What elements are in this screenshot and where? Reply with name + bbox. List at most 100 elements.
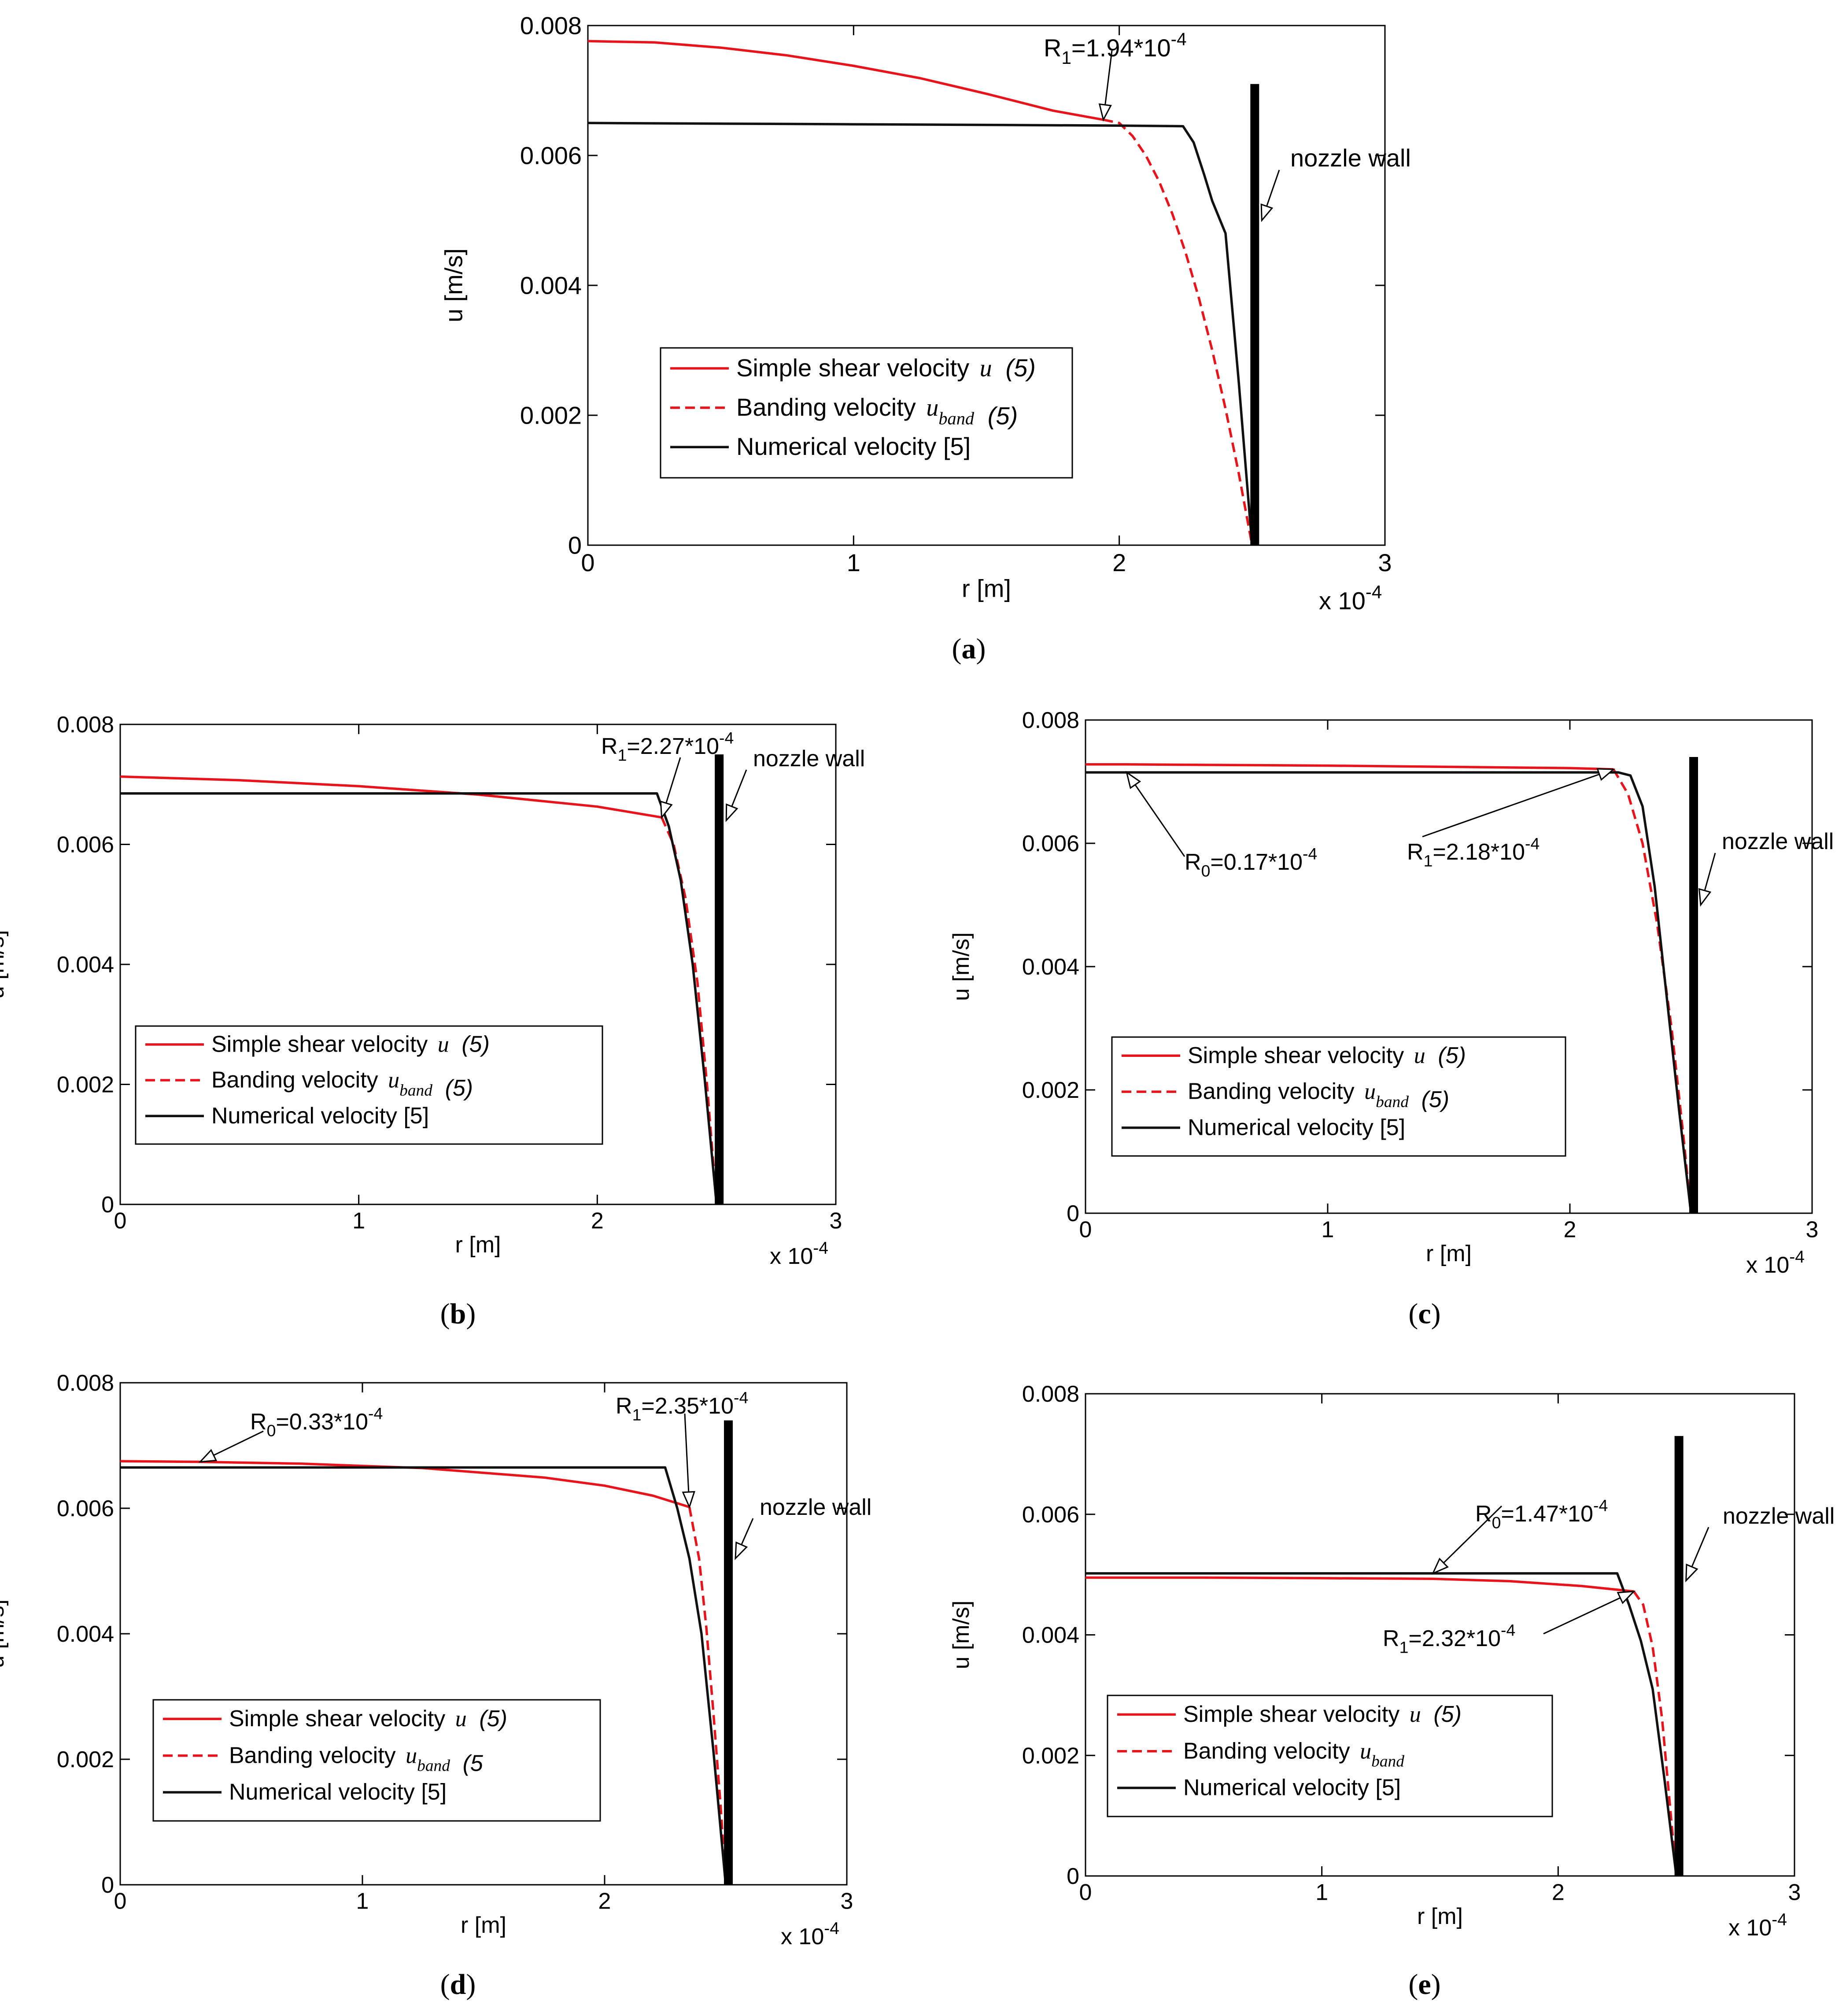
legend-suffix: (5) [1421, 1087, 1450, 1112]
panel-caption: (b) [440, 1298, 476, 1330]
panel-caption: (e) [1408, 1968, 1440, 2001]
y-tick-label: 0.002 [1022, 1743, 1079, 1769]
annotation-nozzle-wall: nozzle wall [1698, 829, 1834, 907]
x-multiplier: x 10-4 [770, 1239, 828, 1269]
legend-label: Simple shear velocity [736, 354, 976, 381]
annotation-base: R [1044, 34, 1061, 62]
annotation-arrow-head [725, 803, 738, 822]
y-tick-label: 0.004 [57, 1621, 114, 1647]
legend-entry: Numerical velocity [5] [211, 1103, 429, 1129]
legend-suffix: (5) [988, 402, 1018, 429]
legend-label: Numerical velocity [5] [211, 1103, 429, 1129]
caption-paren-close: ) [466, 1298, 476, 1330]
annotation-sub: 1 [1061, 48, 1071, 68]
legend-label: Simple shear velocity [229, 1706, 452, 1732]
series-line-simple-shear [120, 1460, 690, 1508]
legend-var: u [980, 354, 992, 382]
legend-suffix: (5) [1433, 1702, 1462, 1727]
series-line-numerical [120, 792, 718, 1204]
x-multiplier-exp: -4 [1789, 1248, 1805, 1266]
annotation-arrow-head [1617, 1591, 1636, 1604]
annotation-arrow-line [1126, 772, 1185, 857]
legend-var: u [1360, 1739, 1371, 1764]
caption-paren-open: ( [440, 1968, 450, 2001]
y-tick-label: 0.008 [520, 12, 582, 40]
x-tick-label: 0 [581, 549, 594, 576]
y-axis-label: u [m/s] [439, 248, 467, 322]
annotation-arrow-head [1685, 1563, 1698, 1583]
panel-e: 0 1 2 3 0 0.002 0.004 0.006 0.008 r [m] u [m/s] x 1… [949, 1381, 1835, 2001]
panel-a: 0 1 2 3 0 0.002 0.004 0.006 0.008 r [m] u [m/s] x 1… [439, 12, 1411, 665]
panel-caption: (d) [440, 1968, 476, 2001]
legend-entry: Simple shear velocity u (5) [229, 1706, 507, 1732]
x-axis-label: r [m] [461, 1913, 506, 1938]
caption-paren-open: ( [952, 633, 962, 665]
legend-entry: Simple shear velocity u (5) [211, 1031, 490, 1057]
annotation-sup: -4 [1303, 845, 1317, 863]
annotation-sub: 1 [618, 746, 627, 764]
annotation-sup: -4 [1171, 29, 1187, 49]
legend-var: u [438, 1032, 449, 1057]
caption-paren-close: ) [1431, 1298, 1441, 1330]
x-tick-label: 0 [114, 1208, 127, 1234]
x-axis-label: r [m] [455, 1232, 501, 1258]
legend-suffix: (5 [463, 1751, 484, 1776]
annotation-mid: =2.32*10 [1408, 1626, 1501, 1651]
x-tick-label: 2 [1552, 1880, 1565, 1905]
y-tick-label: 0.004 [57, 952, 114, 978]
legend-box [135, 1025, 603, 1145]
legend-entry: Banding velocity uband (5) [211, 1067, 473, 1101]
caption-letter: e [1418, 1968, 1431, 2001]
annotation-sub: 0 [267, 1422, 276, 1440]
series-line-numerical [1085, 1572, 1678, 1876]
x-tick-label: 1 [1315, 1880, 1328, 1905]
legend-entry: Numerical velocity [5] [1188, 1115, 1405, 1141]
x-multiplier-exp: -4 [1366, 581, 1382, 602]
legend-box [1107, 1695, 1553, 1817]
annotation-label: nozzle wall [753, 746, 865, 772]
annotation-sup: -4 [734, 1388, 748, 1407]
annotation-nozzle-wall: nozzle wall [735, 1495, 871, 1560]
legend-var: u [1364, 1079, 1376, 1104]
x-multiplier-base: x 10 [781, 1924, 824, 1950]
legend: Simple shear velocity u (5)Banding veloci… [660, 347, 1073, 479]
legend-suffix: (5) [1438, 1043, 1466, 1068]
legend-sub: band [417, 1757, 450, 1775]
series-line-simple-shear [1085, 1576, 1634, 1593]
legend-box [660, 347, 1073, 479]
legend-sub: band [1376, 1093, 1409, 1111]
annotation-r1: R1=2.35*10-4 [616, 1388, 748, 1509]
y-tick-label: 0.006 [1022, 831, 1079, 857]
series-line-banding [1612, 768, 1692, 1213]
annotation-sup: -4 [1525, 834, 1540, 853]
annotation-r0: R0=0.33*10-4 [198, 1404, 383, 1463]
legend-label: Numerical velocity [5] [1188, 1115, 1405, 1141]
x-multiplier-base: x 10 [1319, 587, 1366, 615]
x-tick-label: 1 [1322, 1217, 1334, 1243]
series-line-numerical [588, 122, 1254, 545]
y-tick-label: 0.006 [57, 1496, 114, 1521]
annotation-label: R1=2.18*10-4 [1407, 834, 1540, 870]
panel-c: 0 1 2 3 0 0.002 0.004 0.006 0.008 r [m] u [m/s] x 1… [949, 708, 1834, 1330]
annotation-label: nozzle wall [1722, 829, 1834, 854]
x-tick-label: 2 [591, 1208, 604, 1234]
x-tick-label: 2 [598, 1889, 611, 1914]
y-tick-label: 0.006 [57, 832, 114, 858]
annotation-base: R [1185, 849, 1201, 875]
annotation-base: R [1407, 839, 1424, 865]
annotation-arrow-head [1098, 103, 1112, 122]
annotation-label: nozzle wall [1290, 144, 1411, 172]
legend-label: Simple shear velocity [211, 1031, 434, 1057]
y-tick-label: 0.008 [57, 712, 114, 738]
legend-sub: band [938, 408, 974, 428]
legend-entry: Banding velocity uband [1183, 1738, 1404, 1770]
annotation-r0: R0=0.17*10-4 [1126, 771, 1317, 880]
annotation-nozzle-wall: nozzle wall [1260, 144, 1411, 222]
annotation-sup: -4 [1501, 1621, 1515, 1639]
y-tick-label: 0.008 [1022, 708, 1079, 733]
series-line-numerical [120, 1466, 727, 1885]
annotation-label: R0=0.33*10-4 [250, 1404, 383, 1440]
x-tick-label: 3 [841, 1889, 853, 1914]
legend-entry: Banding velocity uband (5 [229, 1743, 484, 1776]
